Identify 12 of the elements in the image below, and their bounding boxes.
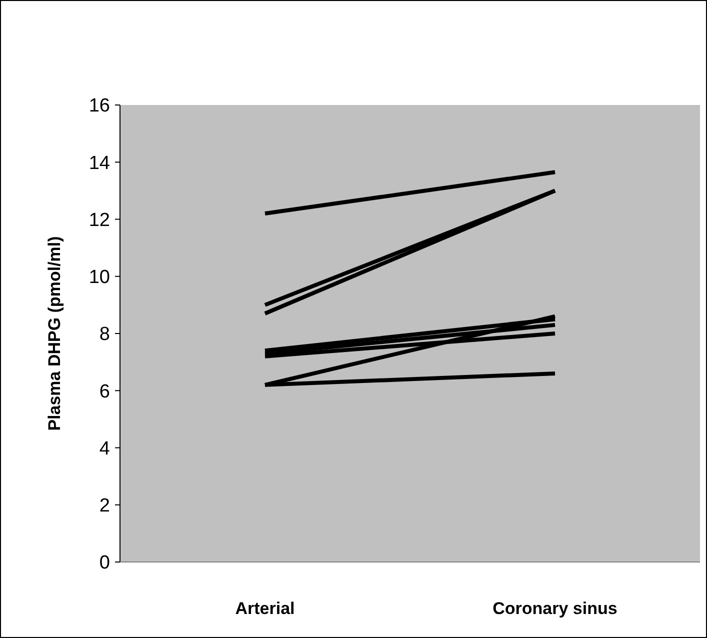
x-tick-label: Coronary sinus [492, 599, 618, 618]
y-tick-label: 8 [99, 324, 110, 346]
y-tick-label: 16 [88, 96, 110, 117]
x-tick-label: Arterial [235, 599, 295, 618]
y-tick-label: 0 [99, 552, 110, 574]
y-tick-label: 12 [88, 210, 110, 231]
y-tick-label: 2 [99, 496, 110, 517]
y-tick-label: 4 [99, 438, 110, 460]
y-tick-label: 14 [88, 152, 110, 174]
y-tick-label: 10 [88, 267, 110, 288]
y-tick-label: 6 [99, 381, 110, 402]
y-axis-title: Plasma DHPG (pmol/ml) [45, 236, 64, 431]
